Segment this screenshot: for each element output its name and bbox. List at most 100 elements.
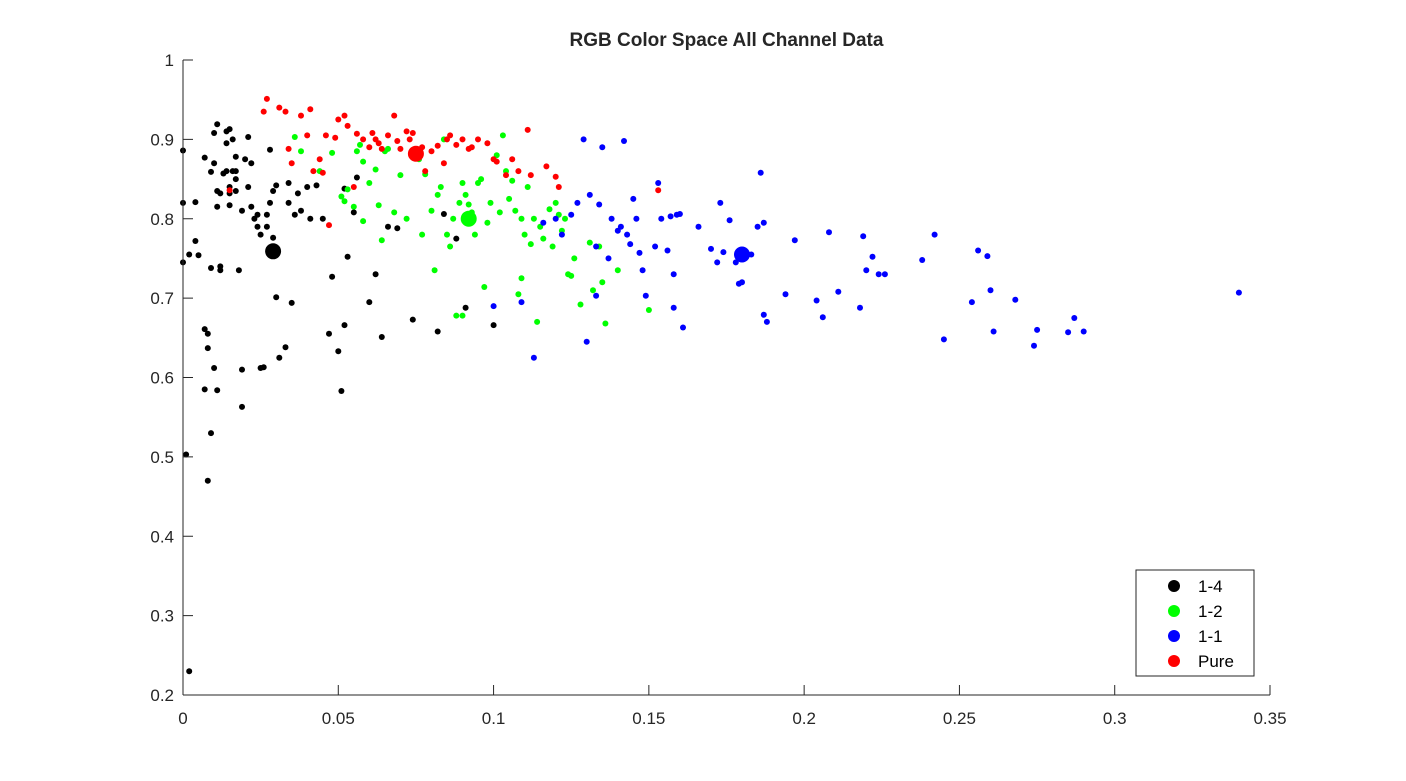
data-point	[633, 215, 640, 222]
data-point	[232, 168, 239, 175]
data-point	[571, 255, 578, 262]
data-point	[391, 112, 398, 119]
data-point	[403, 128, 410, 135]
data-point	[645, 307, 652, 313]
data-point	[518, 299, 525, 306]
data-point	[319, 215, 326, 222]
data-point	[664, 247, 671, 254]
x-tick-label: 0.1	[482, 709, 506, 728]
data-point	[562, 215, 568, 222]
data-point	[527, 241, 534, 248]
data-point	[394, 225, 401, 232]
data-point	[968, 299, 975, 306]
data-point	[465, 201, 472, 208]
data-point	[211, 160, 218, 167]
data-point	[366, 144, 373, 151]
data-point	[242, 156, 249, 163]
data-point	[211, 130, 218, 136]
data-point	[512, 207, 519, 214]
data-point	[192, 238, 199, 244]
y-tick-label: 0.7	[150, 289, 174, 308]
data-point	[695, 223, 702, 230]
data-point	[366, 299, 373, 306]
data-point	[263, 223, 270, 230]
data-point	[670, 304, 677, 311]
data-point	[338, 388, 345, 394]
data-point	[270, 234, 277, 241]
data-point	[931, 231, 938, 238]
data-point	[757, 169, 764, 176]
data-point	[636, 249, 643, 256]
data-point	[881, 271, 888, 278]
data-point	[335, 116, 342, 123]
data-point	[987, 287, 994, 294]
data-point	[431, 267, 438, 274]
data-point	[338, 193, 345, 200]
data-point	[291, 134, 298, 140]
x-tick-label: 0.2	[792, 709, 816, 728]
data-point	[316, 156, 323, 163]
data-point	[329, 149, 336, 156]
data-point	[341, 322, 348, 329]
data-point	[217, 263, 224, 270]
data-point	[447, 132, 454, 139]
data-point	[590, 287, 596, 294]
data-point	[353, 148, 360, 155]
y-tick-label: 0.3	[150, 607, 174, 626]
data-point	[813, 297, 820, 304]
data-point	[350, 184, 357, 190]
data-point	[975, 247, 982, 254]
data-point	[453, 235, 460, 242]
data-point	[335, 348, 342, 355]
data-point	[596, 201, 603, 208]
data-point	[549, 243, 556, 250]
data-point	[515, 168, 522, 175]
data-point	[211, 365, 218, 371]
data-point	[484, 219, 491, 226]
data-point	[304, 184, 311, 190]
mean-marker	[734, 246, 750, 263]
data-point	[509, 177, 516, 184]
data-point	[630, 195, 637, 202]
mean-marker	[407, 145, 424, 162]
data-point	[574, 199, 581, 206]
data-point	[326, 330, 332, 337]
data-point	[183, 451, 190, 458]
data-point	[655, 180, 662, 186]
data-point	[530, 215, 537, 222]
data-point	[540, 219, 547, 226]
data-point	[372, 271, 379, 278]
data-point	[428, 207, 435, 214]
data-point	[214, 387, 221, 394]
data-point	[422, 168, 429, 175]
legend-label: 1-1	[1198, 627, 1223, 646]
data-point	[515, 291, 522, 298]
data-point	[782, 291, 789, 298]
data-point	[201, 154, 208, 161]
data-point	[360, 158, 367, 165]
data-point	[326, 222, 332, 229]
data-point	[360, 218, 367, 225]
data-point	[593, 243, 600, 250]
legend[interactable]: 1-4 1-2 1-1 Pure	[1135, 569, 1255, 677]
data-point	[378, 145, 385, 152]
data-point	[313, 182, 320, 189]
axes: 0 0.05 0.1 0.15 0.2 0.25 0.3 0.35 0.2 0.3 0.4 0.5 0.…	[150, 51, 1286, 728]
data-point	[223, 140, 230, 147]
data-point	[310, 168, 317, 175]
data-point	[540, 235, 547, 242]
y-tick-label: 0.5	[150, 448, 174, 467]
data-point	[223, 168, 230, 175]
data-point	[499, 132, 506, 139]
data-point	[720, 249, 727, 256]
data-point	[714, 259, 721, 266]
data-point	[239, 403, 245, 410]
legend-label: Pure	[1198, 652, 1234, 671]
x-tick-label: 0.05	[322, 709, 355, 728]
data-point	[524, 184, 531, 190]
data-point	[583, 338, 590, 345]
data-point	[717, 199, 724, 206]
data-point	[614, 267, 621, 274]
data-point	[658, 215, 665, 222]
data-point	[366, 180, 373, 186]
